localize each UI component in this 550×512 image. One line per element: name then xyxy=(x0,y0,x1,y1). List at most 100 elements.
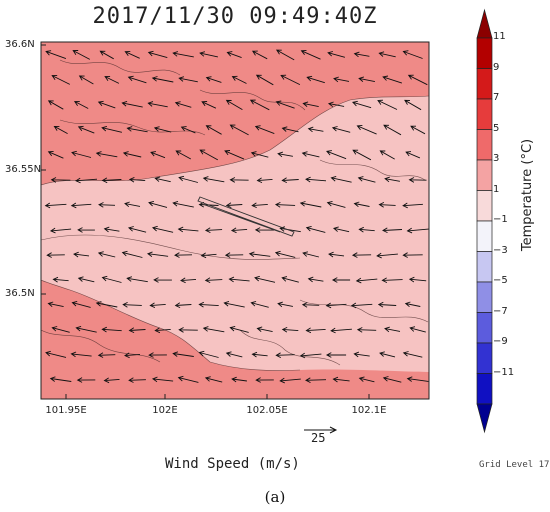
wind-arrow xyxy=(402,50,423,59)
wind-arrow xyxy=(204,277,223,284)
colorbar-bottom-extension xyxy=(476,403,493,434)
wind-arrow xyxy=(229,124,249,136)
wind-arrow xyxy=(355,277,378,284)
wind-arrow xyxy=(200,252,217,259)
map-title: 2017/11/30 09:49:40Z xyxy=(92,4,378,29)
wind-arrow xyxy=(175,150,192,160)
contour-lines xyxy=(41,59,429,371)
wind-arrow xyxy=(148,352,167,358)
wind-arrow xyxy=(154,176,171,183)
wind-arrow xyxy=(353,51,370,58)
wind-arrow xyxy=(251,202,268,209)
wind-arrow xyxy=(408,177,427,183)
colorbar-bin xyxy=(476,312,493,344)
wind-arrow xyxy=(330,327,352,334)
wind-arrow xyxy=(333,76,350,83)
wind-arrow xyxy=(76,377,96,383)
wind-arrow xyxy=(97,100,116,109)
wind-arrow xyxy=(205,125,222,135)
wind-arrow xyxy=(204,227,223,234)
x-tick-label-101-95e: 101.95E xyxy=(45,405,87,416)
wind-arrow xyxy=(279,226,301,233)
wind-arrow xyxy=(45,350,67,358)
wind-arrow xyxy=(254,227,275,233)
wind-arrow xyxy=(325,352,347,358)
wind-arrow xyxy=(177,375,199,383)
wind-arrow xyxy=(198,301,219,308)
wind-arrow xyxy=(147,101,168,108)
wind-arrow xyxy=(231,75,247,84)
wind-arrow xyxy=(124,50,140,59)
wind-arrow xyxy=(229,325,249,333)
wind-arrow xyxy=(178,327,198,333)
wind-arrow xyxy=(332,226,350,233)
wind-arrow xyxy=(151,76,174,83)
wind-arrow xyxy=(301,151,320,158)
wind-arrow xyxy=(251,50,268,60)
wind-arrow xyxy=(379,150,395,160)
wind-arrow xyxy=(301,302,320,308)
wind-arrow xyxy=(410,125,426,135)
wind-arrow xyxy=(104,75,120,84)
wind-arrow xyxy=(121,250,143,258)
wind-arrow xyxy=(299,352,322,359)
colorbar-tick-label: −11 xyxy=(493,366,515,378)
reference-vector-value: 25 xyxy=(311,431,326,445)
wind-arrow xyxy=(255,74,274,86)
wind-arrow xyxy=(146,251,169,257)
wind-arrow xyxy=(199,51,218,58)
wind-arrow xyxy=(122,301,142,308)
wind-arrow xyxy=(350,302,373,309)
colorbar-tick-label: −7 xyxy=(493,305,508,317)
colorbar-tick-label: 9 xyxy=(493,61,500,73)
wind-arrow xyxy=(275,100,295,109)
wind-arrow xyxy=(382,376,402,383)
wind-arrow xyxy=(225,99,243,110)
wind-arrow xyxy=(97,251,116,258)
colorbar-bin xyxy=(476,220,493,252)
wind-arrow xyxy=(51,326,70,333)
wind-arrow xyxy=(383,124,402,136)
wind-arrow xyxy=(202,326,225,333)
wind-arrow xyxy=(124,352,141,359)
wind-arrow xyxy=(45,50,67,60)
wind-arrow xyxy=(406,227,429,234)
wind-arrow xyxy=(377,99,398,110)
wind-arrow xyxy=(71,300,91,308)
wind-arrow xyxy=(328,251,345,258)
wind-arrow xyxy=(122,151,142,158)
wind-arrow xyxy=(147,50,168,59)
wind-arrow xyxy=(205,76,222,83)
wind-arrow xyxy=(382,75,403,84)
wind-arrow xyxy=(305,225,326,233)
wind-arrow xyxy=(172,351,194,357)
wind-arrow xyxy=(277,151,293,158)
wind-arrow xyxy=(379,351,396,358)
wind-arrow xyxy=(254,125,275,135)
wind-arrow xyxy=(50,177,71,183)
wind-arrow xyxy=(405,151,421,159)
colorbar-bin xyxy=(476,159,493,191)
wind-arrow xyxy=(178,76,198,83)
wind-arrow xyxy=(325,302,347,309)
wind-arrow xyxy=(378,201,396,208)
wind-arrow xyxy=(302,251,320,258)
wind-arrow xyxy=(128,327,146,334)
wind-arrow xyxy=(180,126,196,134)
wind-arrow xyxy=(198,350,219,358)
wind-arrow xyxy=(225,351,243,358)
wind-arrow xyxy=(402,351,423,358)
wind-arrow xyxy=(254,275,276,283)
wind-arrow xyxy=(204,376,223,383)
wind-arrow xyxy=(302,101,319,108)
wind-arrow xyxy=(149,302,166,309)
y-tick-label-36-5n: 36.5N xyxy=(5,288,35,299)
wind-arrow xyxy=(225,202,243,209)
wind-speed-label: Wind Speed (m/s) xyxy=(165,456,300,472)
panel-label: (a) xyxy=(264,488,286,506)
map-frame xyxy=(40,41,430,400)
colorbar-tick-label: 3 xyxy=(493,153,500,164)
wind-arrow xyxy=(228,276,250,283)
wind-arrow xyxy=(101,177,122,184)
